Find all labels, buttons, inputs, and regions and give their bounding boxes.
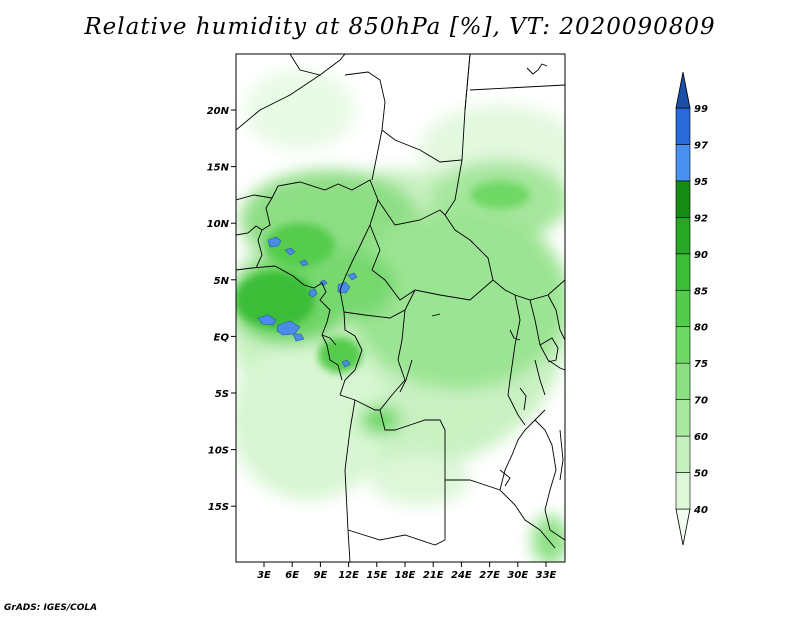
map-title: Relative humidity at 850hPa [%], VT: 202… bbox=[84, 14, 716, 40]
colorbar-label: 90 bbox=[694, 250, 708, 261]
colorbar-swatch bbox=[675, 217, 691, 255]
colorbar-swatch bbox=[675, 144, 691, 182]
colorbar-label: 40 bbox=[693, 505, 708, 516]
country-borders bbox=[236, 54, 565, 562]
lat-label: EQ bbox=[214, 332, 230, 343]
colorbar-label: 75 bbox=[694, 359, 708, 370]
lat-label: 10S bbox=[208, 446, 229, 457]
lon-label: 15E bbox=[366, 570, 387, 581]
colorbar-label: 97 bbox=[694, 140, 708, 151]
lat-label: 5S bbox=[215, 389, 229, 400]
lon-label: 9E bbox=[314, 570, 328, 581]
colorbar-swatch bbox=[675, 107, 691, 145]
lon-label: 12E bbox=[338, 570, 359, 581]
colorbar-min-arrow bbox=[675, 508, 691, 546]
colorbar-swatch bbox=[675, 399, 691, 437]
lat-label: 20N bbox=[207, 106, 230, 117]
colorbar-max-arrow bbox=[675, 71, 691, 109]
lon-label: 30E bbox=[507, 570, 528, 581]
lon-label: 18E bbox=[395, 570, 416, 581]
colorbar-label: 92 bbox=[694, 213, 708, 224]
lon-label: 21E bbox=[423, 570, 444, 581]
latitude-axis: 20N 15N 10N 5N EQ 5S 10S 15S bbox=[207, 106, 236, 513]
lat-label: 5N bbox=[214, 276, 230, 287]
colorbar-swatch bbox=[675, 362, 691, 400]
colorbar-label: 80 bbox=[694, 323, 708, 334]
lon-label: 27E bbox=[479, 570, 500, 581]
lon-label: 24E bbox=[451, 570, 472, 581]
colorbar-legend: 40 50 60 70 75 80 85 90 92 95 97 99 bbox=[675, 71, 708, 546]
colorbar-swatch bbox=[675, 253, 691, 291]
colorbar-label: 50 bbox=[694, 469, 708, 480]
colorbar-swatch bbox=[675, 435, 691, 473]
longitude-axis: 3E 6E 9E 12E 15E 18E 21E 24E 27E 30E 33E bbox=[257, 562, 557, 581]
lat-label: 10N bbox=[207, 219, 230, 230]
humidity-field bbox=[236, 54, 565, 562]
lat-label: 15N bbox=[207, 163, 230, 174]
colorbar-label: 60 bbox=[694, 432, 708, 443]
lon-label: 33E bbox=[536, 570, 557, 581]
colorbar-label: 99 bbox=[694, 104, 708, 115]
colorbar-label: 70 bbox=[694, 396, 708, 407]
colorbar-swatch bbox=[675, 472, 691, 510]
lon-label: 3E bbox=[257, 570, 271, 581]
lon-label: 6E bbox=[285, 570, 299, 581]
map-frame bbox=[235, 53, 566, 563]
lat-label: 15S bbox=[208, 502, 229, 513]
colorbar-swatch bbox=[675, 326, 691, 364]
colorbar-swatch bbox=[675, 289, 691, 328]
colorbar-label: 85 bbox=[694, 286, 708, 297]
grads-credit: GrADS: IGES/COLA bbox=[4, 603, 98, 613]
colorbar-label: 95 bbox=[694, 177, 708, 188]
high-humidity-patches bbox=[257, 236, 358, 368]
colorbar-swatch bbox=[675, 180, 691, 218]
